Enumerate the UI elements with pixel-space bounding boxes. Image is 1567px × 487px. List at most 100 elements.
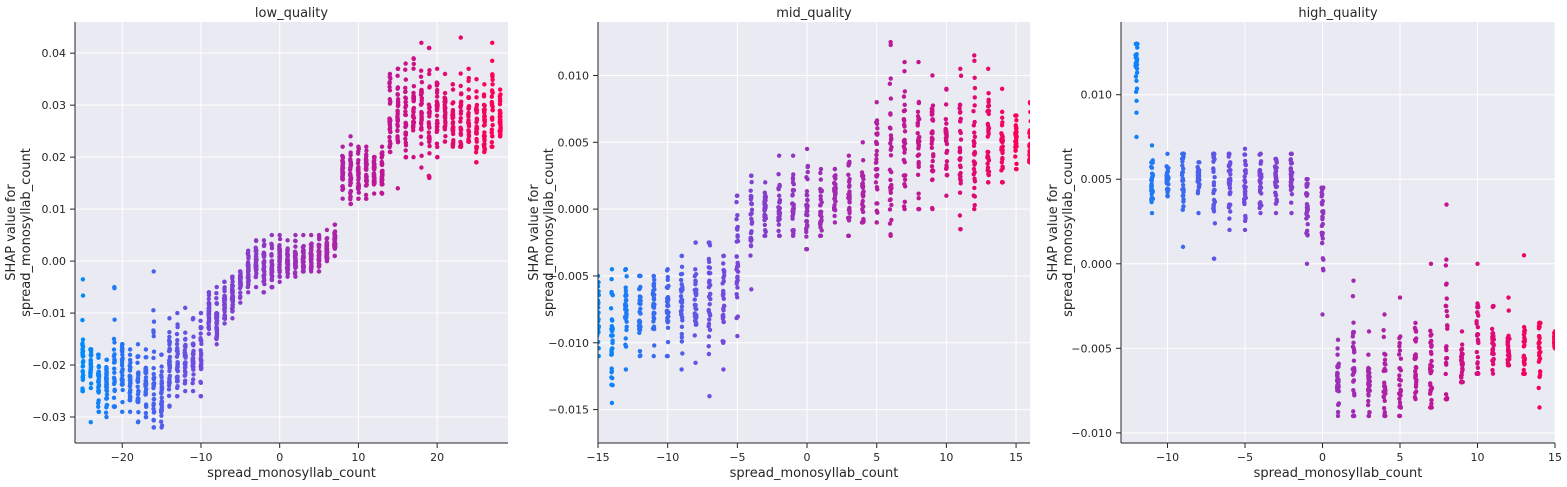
data-point xyxy=(497,134,503,139)
data-point xyxy=(847,210,852,216)
data-point xyxy=(1134,41,1139,47)
data-point xyxy=(166,338,172,343)
data-point xyxy=(481,123,487,128)
data-point xyxy=(403,85,408,91)
data-point xyxy=(96,379,101,385)
data-point xyxy=(151,349,157,354)
data-point xyxy=(1475,331,1480,337)
data-point xyxy=(96,371,101,376)
data-point xyxy=(419,89,424,95)
data-point xyxy=(1521,324,1527,330)
data-point xyxy=(762,207,768,213)
data-point xyxy=(371,191,377,196)
data-point xyxy=(749,287,754,292)
data-point xyxy=(1335,370,1340,376)
data-point xyxy=(1397,348,1403,353)
data-point xyxy=(301,269,306,274)
data-point xyxy=(324,258,330,264)
data-point xyxy=(253,238,259,243)
data-point xyxy=(490,82,495,87)
data-point xyxy=(395,134,400,139)
data-point xyxy=(293,258,298,263)
data-point xyxy=(120,342,125,347)
data-point xyxy=(831,180,837,186)
data-point xyxy=(1243,162,1248,167)
data-point xyxy=(874,201,879,206)
data-point xyxy=(1243,168,1248,173)
data-point xyxy=(191,334,196,339)
data-point xyxy=(818,170,823,176)
data-point xyxy=(285,274,290,279)
data-point xyxy=(237,295,243,301)
data-point xyxy=(198,348,203,353)
data-point xyxy=(120,409,125,415)
data-point xyxy=(427,68,432,73)
data-point xyxy=(112,317,117,322)
data-point xyxy=(972,202,977,208)
data-point xyxy=(1242,146,1248,152)
data-point xyxy=(1475,365,1481,371)
data-point xyxy=(1428,328,1433,334)
data-point xyxy=(1413,329,1419,334)
data-point xyxy=(1366,352,1371,357)
data-point xyxy=(598,353,601,359)
data-point xyxy=(285,238,290,243)
data-point xyxy=(875,126,880,131)
data-point xyxy=(679,335,685,340)
data-point xyxy=(482,117,488,122)
data-point xyxy=(435,81,440,86)
data-point xyxy=(609,400,615,406)
data-point xyxy=(418,102,424,107)
data-point xyxy=(623,267,629,272)
data-point xyxy=(1428,383,1433,388)
data-point xyxy=(183,305,188,311)
data-point xyxy=(214,310,219,316)
data-point xyxy=(1027,160,1030,165)
data-point xyxy=(497,87,503,92)
data-point xyxy=(309,260,314,266)
data-point xyxy=(489,88,495,93)
data-point xyxy=(929,135,935,141)
x-tick-label: 10 xyxy=(351,451,365,464)
data-point xyxy=(1181,186,1186,191)
y-axis-label: SHAP value forspread_monosyllab_count xyxy=(4,148,34,317)
data-point xyxy=(1305,232,1310,237)
data-point xyxy=(253,274,258,279)
data-point xyxy=(986,111,991,117)
data-point xyxy=(1273,210,1279,216)
data-point xyxy=(135,398,140,403)
x-tick-label: 15 xyxy=(1009,451,1023,464)
data-point xyxy=(348,201,353,207)
data-point xyxy=(598,284,601,289)
data-point xyxy=(112,366,117,371)
data-point xyxy=(1521,253,1527,258)
data-point xyxy=(1398,368,1404,373)
data-point xyxy=(395,111,400,117)
data-point xyxy=(1304,228,1310,234)
data-point xyxy=(1397,392,1403,397)
data-point xyxy=(1429,386,1434,391)
data-point xyxy=(804,146,810,152)
data-point xyxy=(127,409,133,415)
data-point xyxy=(151,392,157,397)
data-point xyxy=(340,154,345,159)
data-point xyxy=(419,153,424,159)
data-point xyxy=(363,166,369,171)
data-point xyxy=(450,109,456,114)
data-point xyxy=(387,84,392,90)
data-point xyxy=(1134,110,1139,115)
data-point xyxy=(245,260,251,265)
data-point xyxy=(1166,165,1171,171)
data-point xyxy=(1428,405,1434,410)
data-point xyxy=(1226,168,1231,174)
data-point xyxy=(410,128,416,133)
data-point xyxy=(167,316,172,321)
data-point xyxy=(489,58,495,63)
data-point xyxy=(831,205,837,210)
data-point xyxy=(317,258,322,263)
data-point xyxy=(285,259,290,265)
data-point xyxy=(971,166,977,172)
data-point xyxy=(1521,360,1527,365)
data-point xyxy=(411,66,416,71)
data-point xyxy=(1397,373,1402,378)
